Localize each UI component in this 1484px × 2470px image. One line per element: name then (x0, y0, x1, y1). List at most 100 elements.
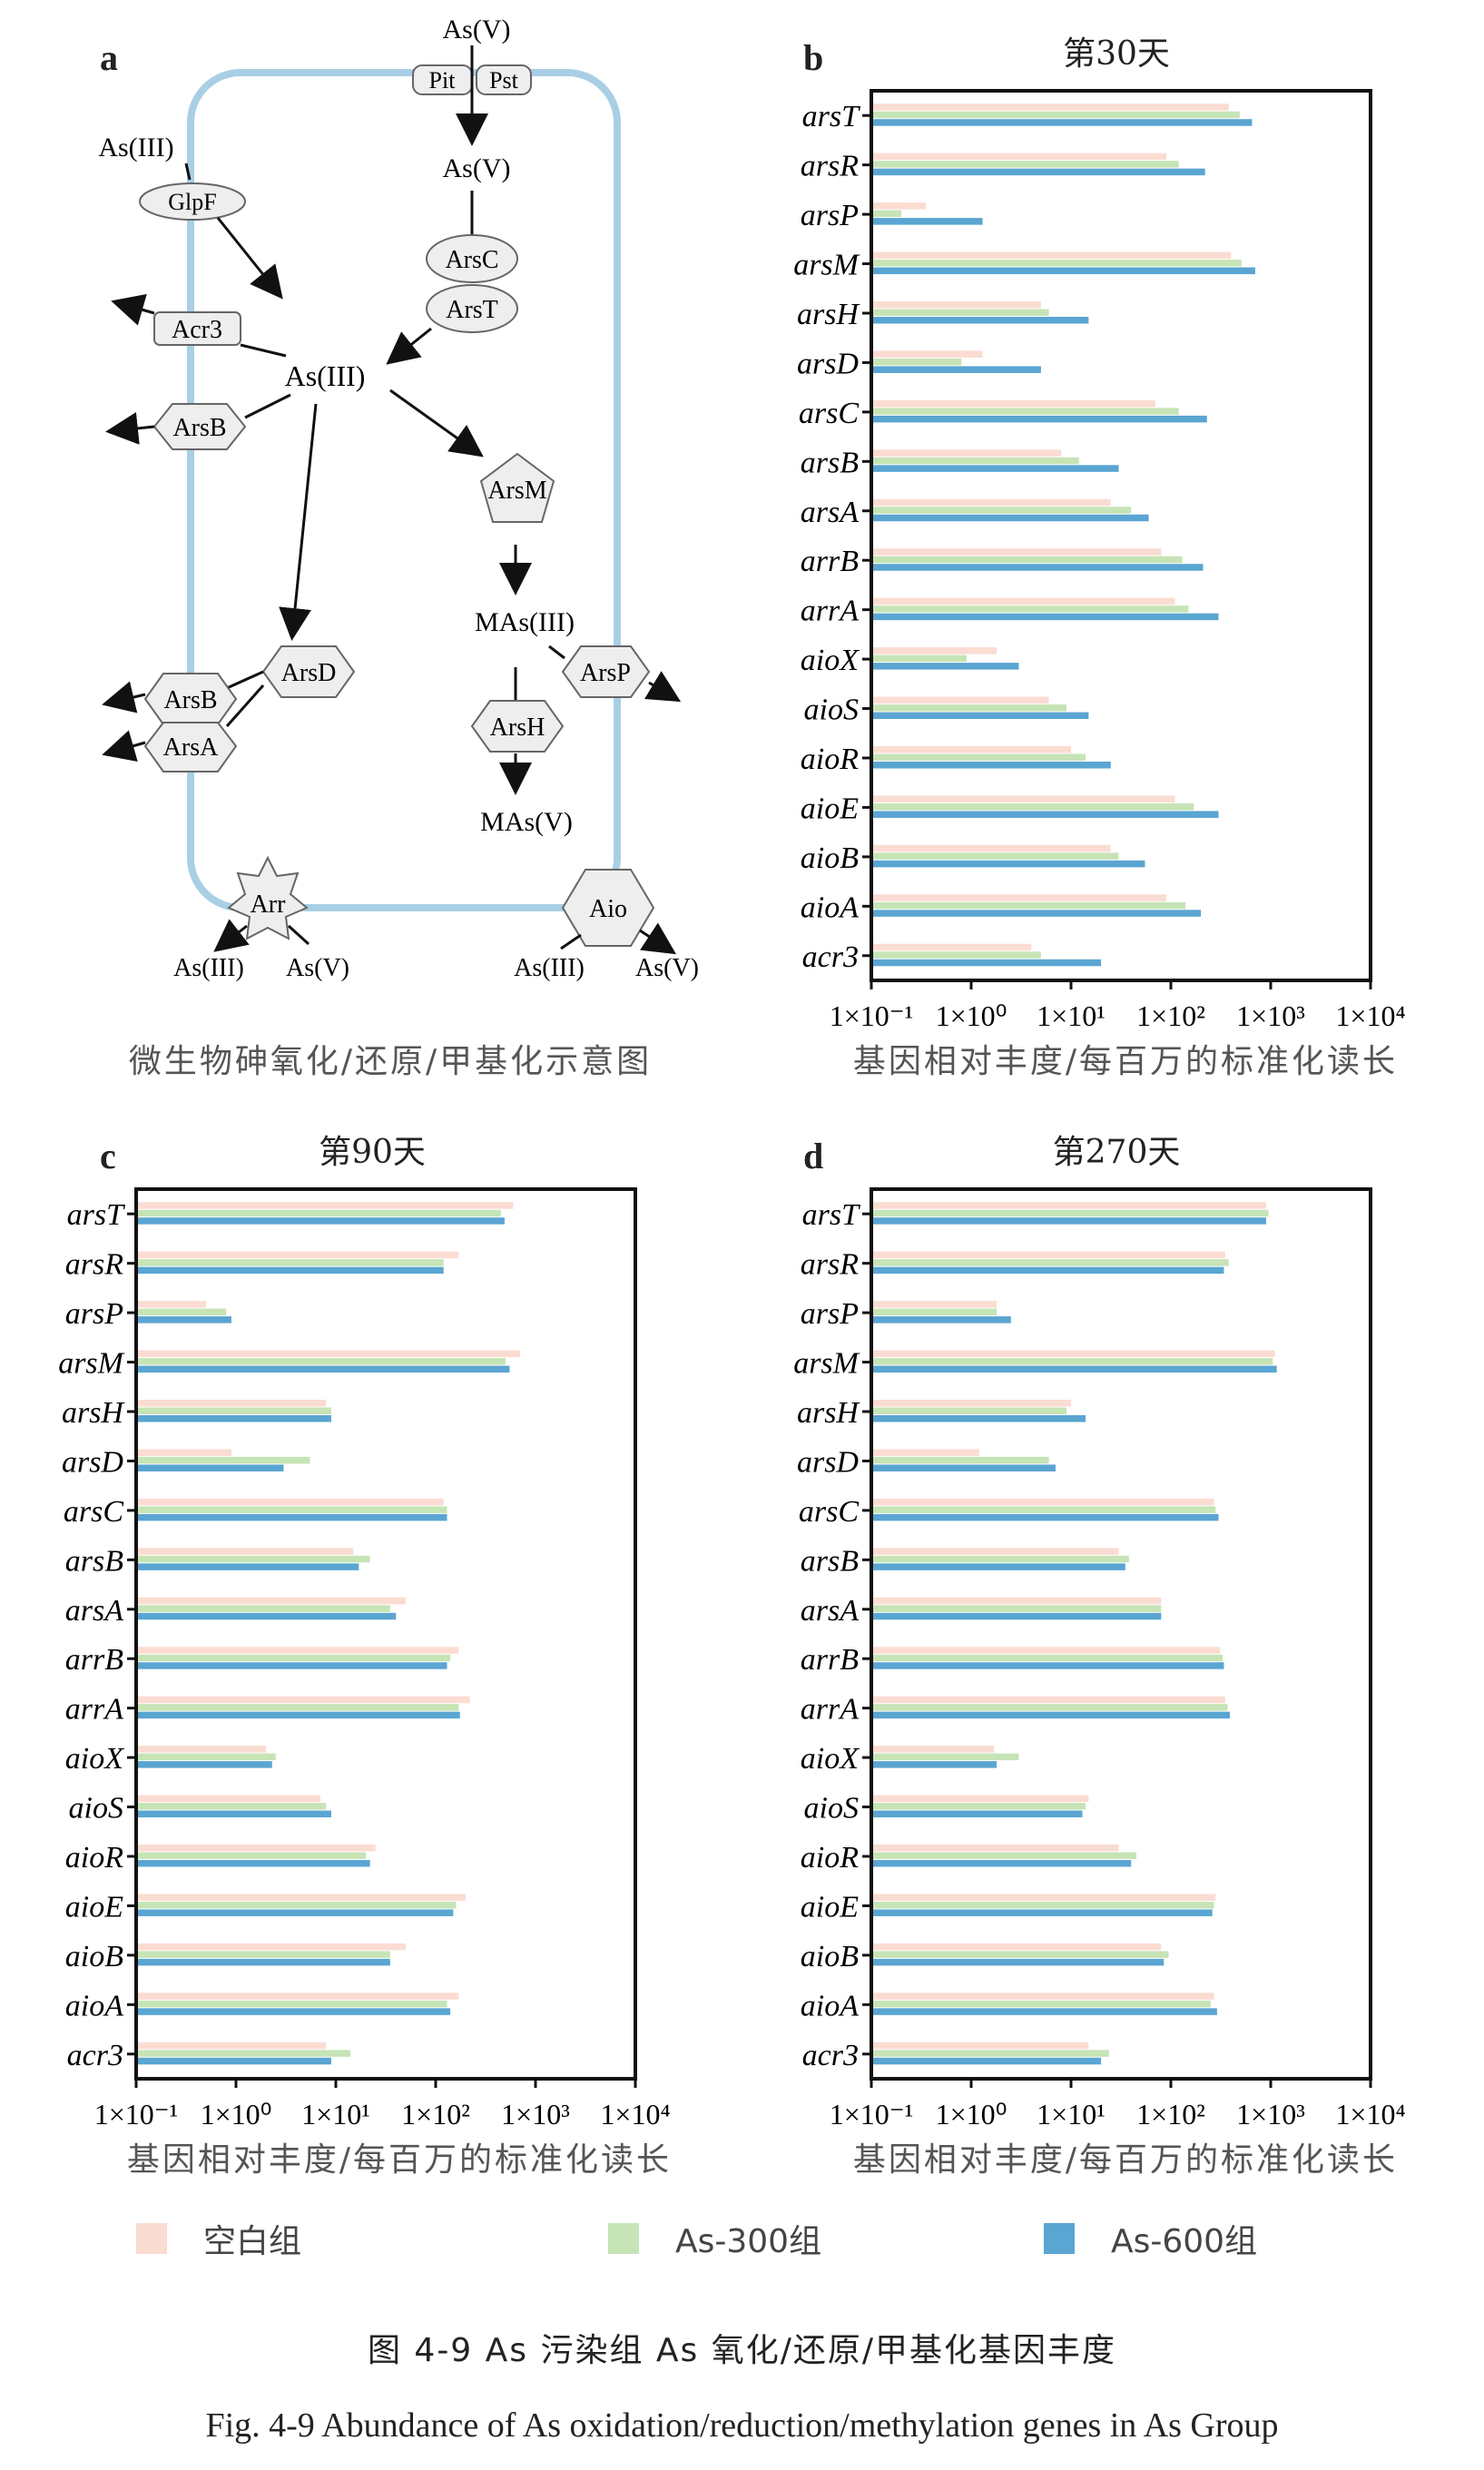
chart-b-category-label: arsC (799, 397, 859, 430)
chart-d-bar (873, 1662, 1224, 1669)
chart-b-bar (873, 605, 1189, 613)
glpf-channel (139, 182, 246, 221)
chart-b-bar (873, 844, 1111, 852)
chart-d-bar (873, 1612, 1162, 1620)
arsa-atpase (143, 722, 238, 772)
chart-c-bar (138, 1301, 206, 1308)
arr-from-as-v-line (287, 924, 310, 946)
chart-d-category-label: arsR (801, 1248, 859, 1282)
as-v-inside-label: As(V) (443, 153, 511, 183)
chart-c-xtick-label: 1×10⁰ (201, 2098, 272, 2130)
chart-b-category-label: arrA (801, 595, 859, 628)
aio-as-iii-label: As(III) (514, 954, 585, 982)
chart-c-category-label: arrA (65, 1693, 123, 1727)
chart-c-xtick-label: 1×10⁻¹ (94, 2098, 179, 2130)
chart-d-bar (873, 1894, 1216, 1901)
chart-c-bar (138, 1761, 272, 1768)
chart-c-bar (138, 1365, 510, 1373)
chart-d-bar (873, 1506, 1216, 1513)
chart-b-xtick-label: 1×10¹ (1037, 999, 1106, 1032)
arsc-label: ArsC (445, 246, 498, 274)
arsa-efflux-arrow (102, 730, 146, 763)
chart-b-bar (873, 301, 1041, 309)
chart-b-bar (873, 548, 1162, 556)
chart-c-bar (138, 1845, 376, 1852)
chart-d-bar (873, 1746, 995, 1753)
arr-as-iii-label: As(III) (173, 954, 244, 982)
chart-c-xtick-label: 1×10¹ (301, 2098, 370, 2130)
chart-c-title: 第90天 (319, 1134, 426, 1171)
as-v-outside-label: As(V) (443, 15, 511, 44)
chart-d-category-label: aioE (801, 1890, 859, 1924)
chart-b: arsT arsR arsP arsM arsH arsD arsC arsB arsA arrB… (793, 89, 1406, 1032)
pit-label: Pit (429, 67, 457, 93)
legend-label-as300: As-300组 (675, 2223, 822, 2260)
pst-label: Pst (489, 67, 519, 93)
chart-d-bar (873, 1704, 1228, 1711)
glpf-in-arrow (184, 162, 192, 181)
chart-d-bar (873, 1563, 1125, 1570)
acr3-link-line (240, 343, 287, 358)
chart-b-category-label: arsA (801, 496, 859, 529)
chart-d-bar (873, 1266, 1224, 1274)
as-iii-to-arsm-arrow (389, 389, 484, 458)
chart-c-bar (138, 1548, 354, 1555)
chart-b-bar (873, 746, 1071, 753)
chart-d-xtick-label: 1×10⁴ (1335, 2098, 1405, 2130)
as-iii-center-label: As(III) (285, 359, 366, 392)
chart-d-bar (873, 1597, 1162, 1605)
legend-label-control: 空白组 (203, 2223, 302, 2260)
arsd-label: ArsD (281, 659, 337, 687)
chart-d-bar (873, 1795, 1089, 1803)
chart-c-category-label: arsR (65, 1248, 123, 1282)
chart-c-category-label: aioB (65, 1940, 123, 1973)
chart-d-category-label: arsC (799, 1495, 859, 1529)
chart-d-xtick-label: 1×10¹ (1037, 2098, 1106, 2130)
chart-b-bar (873, 350, 983, 358)
chart-b-bar (873, 202, 926, 210)
chart-d-bar (873, 1753, 1019, 1761)
chart-d-category-label: arsH (797, 1396, 860, 1430)
legend-swatch-as600 (1044, 2223, 1075, 2254)
chart-b-category-label: aioX (801, 644, 860, 677)
chart-b-bar (873, 959, 1102, 967)
legend-swatch-control (136, 2223, 167, 2254)
chart-d-bar (873, 1498, 1214, 1506)
chart-d-bar (873, 1810, 1083, 1818)
arsb-efflux-arrow-2 (102, 681, 146, 713)
chart-d-bar (873, 1993, 1214, 2000)
chart-c-bar (138, 1894, 467, 1901)
chart-b-bar (873, 449, 1062, 457)
chart-d-xtick-label: 1×10² (1136, 2098, 1205, 2130)
chart-d-bar (873, 1456, 1049, 1464)
chart-c-xlabel: 基因相对丰度/每百万的标准化读长 (126, 2141, 673, 2179)
chart-d-bar (873, 1251, 1225, 1259)
chart-b-title: 第30天 (1063, 35, 1170, 73)
arr-to-as-iii-arrow (213, 919, 250, 952)
chart-d-bar (873, 1548, 1119, 1555)
chart-d-category-label: arrB (801, 1643, 859, 1677)
arr-label: Arr (251, 891, 287, 919)
chart-b-bar (873, 556, 1183, 564)
pst-transporter (476, 64, 532, 95)
chart-c-bar (138, 1513, 447, 1521)
chart-d-xlabel: 基因相对丰度/每百万的标准化读长 (852, 2141, 1399, 2179)
chart-d-bar (873, 2057, 1102, 2065)
chart-b-category-label: arsM (793, 249, 860, 282)
chart-d-bar (873, 1951, 1169, 1958)
chart-d-bar (873, 1513, 1219, 1521)
chart-b-xtick-label: 1×10⁴ (1335, 999, 1405, 1032)
chart-b-bar (873, 894, 1166, 901)
chart-c-bar (138, 1563, 359, 1570)
chart-c-category-label: acr3 (67, 2039, 123, 2072)
chart-b-bar (873, 564, 1204, 571)
chart-d-bar (873, 1400, 1071, 1407)
chart-d-bar (873, 1696, 1225, 1704)
chart-b-bar (873, 260, 1242, 267)
chart-c-bar (138, 1400, 327, 1407)
chart-d-bar (873, 1449, 979, 1456)
chart-d-xtick-label: 1×10⁰ (936, 2098, 1007, 2130)
chart-b-bar (873, 153, 1166, 161)
arsh-enzyme (470, 700, 565, 753)
chart-c-bar (138, 1647, 459, 1654)
